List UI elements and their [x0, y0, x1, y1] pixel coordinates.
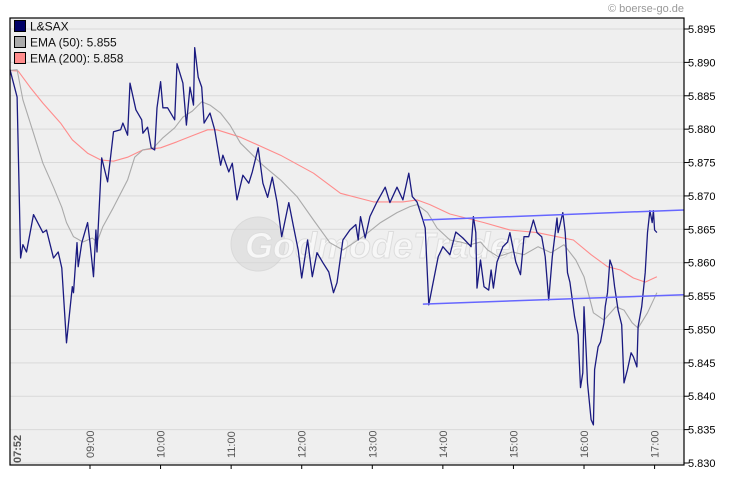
trendline-upper — [422, 209, 685, 221]
x-tick-label: 09:00 — [85, 430, 97, 458]
y-tick-label: 5.885 — [688, 91, 716, 103]
series-line-ema-200 — [9, 69, 658, 283]
legend: L&SAX EMA (50): 5.855 EMA (200): 5.858 — [14, 20, 124, 66]
y-tick-label: 5.835 — [688, 425, 716, 437]
y-tick-label: 5.875 — [688, 158, 716, 170]
legend-label: L&SAX — [30, 20, 69, 34]
credit-text: © boerse-go.de — [608, 3, 684, 15]
x-tick-label: 15:00 — [508, 430, 520, 458]
x-tick-label: 14:00 — [438, 430, 450, 458]
y-tick-label: 5.890 — [688, 57, 716, 69]
y-tick-label: 5.880 — [688, 124, 716, 136]
plot-frame — [9, 17, 685, 466]
y-axis: 5.830 5.835 5.840 5.845 5.850 5.855 5.860 5.865… — [684, 24, 716, 470]
series-line-ema-50 — [9, 69, 658, 329]
y-tick-label: 5.830 — [688, 458, 716, 470]
y-tick-label: 5.850 — [688, 324, 716, 336]
trendlines — [422, 209, 685, 305]
y-tick-label: 5.865 — [688, 224, 716, 236]
legend-swatch — [14, 52, 26, 64]
y-tick-label: 5.840 — [688, 391, 716, 403]
watermark-logo: GodmodeTrader — [230, 216, 527, 272]
x-tick-label: 07:52 — [12, 435, 24, 463]
series-group — [9, 47, 658, 426]
legend-label: EMA (200): 5.858 — [30, 52, 124, 66]
svg-text:GodmodeTrader: GodmodeTrader — [245, 225, 526, 266]
y-tick-label: 5.860 — [688, 258, 716, 270]
legend-swatch — [14, 36, 26, 48]
gridlines — [10, 28, 684, 464]
x-tick-label: 12:00 — [297, 430, 309, 458]
legend-swatch — [14, 20, 26, 32]
series-line-l-sax — [9, 47, 658, 426]
x-tick-label: 13:00 — [367, 430, 379, 458]
y-tick-label: 5.870 — [688, 191, 716, 203]
x-tick-label: 11:00 — [226, 431, 238, 458]
x-tick-label: 16:00 — [579, 430, 591, 458]
x-axis: 07:52 09:00 10:00 11:00 12:00 13:00 14:00 15:00… — [12, 430, 662, 469]
x-tick-label: 17:00 — [650, 430, 662, 458]
y-tick-label: 5.855 — [688, 291, 716, 303]
x-tick-label: 10:00 — [156, 430, 168, 458]
y-tick-label: 5.895 — [688, 24, 716, 36]
plot-background — [10, 18, 684, 465]
legend-label: EMA (50): 5.855 — [30, 36, 117, 50]
trendline-lower — [422, 293, 685, 305]
y-tick-label: 5.845 — [688, 358, 716, 370]
